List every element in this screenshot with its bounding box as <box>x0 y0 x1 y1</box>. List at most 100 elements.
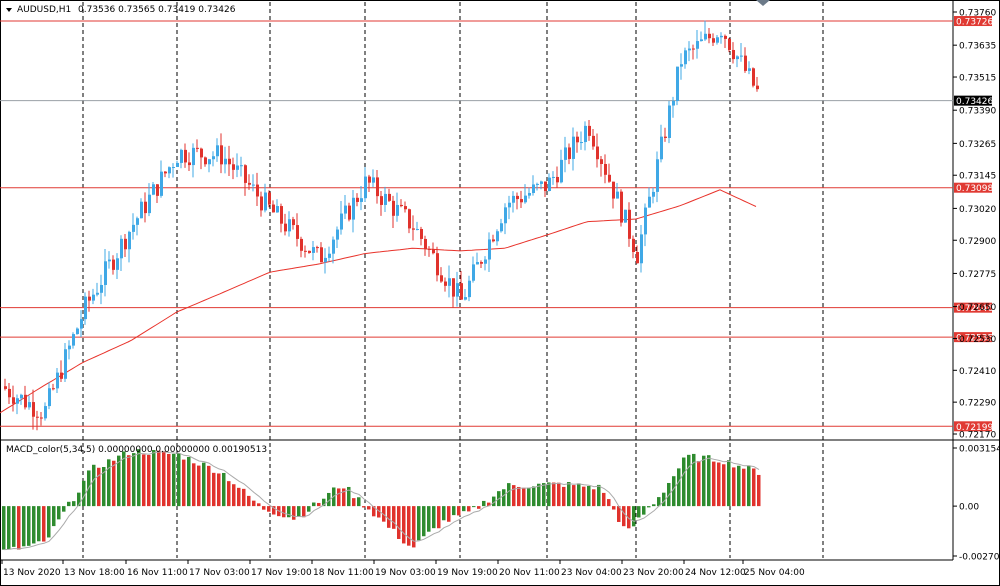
macd-bar <box>457 506 461 516</box>
price-level-value: 0.73726 <box>956 18 993 28</box>
candle-body <box>572 136 575 159</box>
macd-bar <box>187 456 191 507</box>
candle-body <box>724 35 727 39</box>
candle-body <box>192 147 195 166</box>
horizontal-levels[interactable]: 0.73726 0.73098 0.72646 0.72535 0.72199 0.734… <box>0 16 993 433</box>
candle-body <box>56 372 59 389</box>
macd-bar <box>137 449 141 507</box>
price-level-value: 0.73098 <box>956 184 993 194</box>
candle-body <box>284 223 287 232</box>
candle-body <box>172 167 175 169</box>
macd-bar <box>17 506 21 550</box>
candle-body <box>308 250 311 253</box>
macd-bar <box>92 464 96 507</box>
macd-bar <box>692 453 696 507</box>
candle-body <box>528 193 531 196</box>
macd-bar <box>47 506 51 538</box>
candle-body <box>288 219 291 232</box>
candle-body <box>8 388 11 398</box>
candle-body <box>340 213 343 230</box>
candle-body <box>220 145 223 165</box>
macd-bar <box>422 506 426 537</box>
candle-body <box>624 209 627 223</box>
macd-bar <box>432 506 436 529</box>
candle-body <box>384 193 387 205</box>
macd-bar <box>572 485 576 507</box>
candle-body <box>140 201 143 219</box>
macd-bar <box>707 455 711 507</box>
macd-bar <box>562 486 566 507</box>
time-tick-label: 19 Nov 03:00 <box>375 568 436 578</box>
candle-body <box>680 64 683 67</box>
macd-bar <box>727 460 731 507</box>
macd-bar <box>632 506 636 527</box>
candle-body <box>500 223 503 232</box>
macd-bar <box>387 506 391 528</box>
macd-bar <box>222 472 226 507</box>
triangle-down-icon[interactable] <box>6 8 12 12</box>
candle-body <box>496 231 499 242</box>
candle-body <box>692 48 695 50</box>
price-level-tag <box>954 332 992 343</box>
candle-body <box>668 105 671 138</box>
candle-body <box>396 204 399 216</box>
macd-bar <box>737 465 741 507</box>
macd-bar <box>612 506 616 510</box>
price-level-tag <box>954 182 992 193</box>
candle-body <box>748 68 751 71</box>
macd-bar <box>722 464 726 507</box>
macd-bar <box>247 495 251 507</box>
candle-body <box>408 209 411 229</box>
candle-body <box>300 238 303 251</box>
macd-bar <box>302 506 306 518</box>
macd-bar <box>177 453 181 507</box>
candle-body <box>556 176 559 183</box>
bid-price-value: 0.73426 <box>956 97 993 107</box>
price-level-tag <box>954 421 992 432</box>
candle-body <box>684 50 687 65</box>
candle-body <box>428 248 431 250</box>
one-click-panel-icon[interactable] <box>756 0 770 6</box>
candle-body <box>76 328 79 335</box>
macd-bar <box>22 506 26 547</box>
candle-body <box>744 55 747 71</box>
candle-body <box>16 398 19 404</box>
macd-bar <box>172 453 176 507</box>
candle-body <box>652 191 655 197</box>
macd-bar <box>522 487 526 507</box>
price-level-value: 0.72646 <box>956 304 993 314</box>
candle-body <box>92 294 95 301</box>
candle-body <box>356 197 359 202</box>
candle-body <box>456 283 459 297</box>
candle-body <box>352 197 355 220</box>
macd-bar <box>197 465 201 507</box>
candle-body <box>124 238 127 250</box>
macd-bar <box>552 482 556 507</box>
candle-body <box>320 247 323 263</box>
candle-body <box>136 218 139 225</box>
macd-bar <box>327 492 331 507</box>
price-tick-label: 0.73760 <box>959 9 996 19</box>
candle-body <box>236 165 239 170</box>
candle-body <box>460 283 463 300</box>
macd-bar <box>627 506 631 529</box>
candle-body <box>348 205 351 220</box>
candle-body <box>360 198 363 202</box>
macd-bar <box>157 450 161 507</box>
macd-bar <box>542 483 546 507</box>
candle-body <box>568 147 571 159</box>
macd-bar <box>717 462 721 507</box>
macd-tick-label: 0.00 <box>959 503 979 513</box>
candle-body <box>316 247 319 249</box>
candle-body <box>412 228 415 230</box>
macd-bar <box>682 457 686 507</box>
candle-body <box>448 278 451 286</box>
candle-body <box>580 142 583 144</box>
candle-body <box>584 125 587 143</box>
macd-bar <box>262 506 266 510</box>
candle-body <box>296 225 299 239</box>
candle-body <box>516 195 519 200</box>
macd-bar <box>72 501 76 507</box>
macd-header: MACD_color(5,34,5) 0.00000000 0.00000000… <box>6 445 267 455</box>
